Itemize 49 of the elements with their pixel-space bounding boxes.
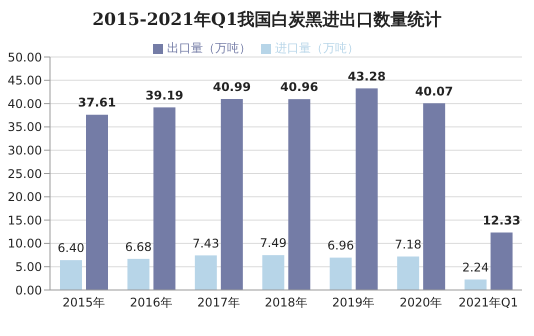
x-tick-label: 2016年 — [130, 296, 172, 310]
bar — [397, 256, 420, 290]
data-label: 6.40 — [58, 241, 84, 256]
x-tick-label: 2015年 — [62, 296, 105, 310]
bar — [356, 88, 378, 290]
x-tick-label: 2018年 — [264, 296, 308, 310]
y-tick-label: 25.00 — [8, 166, 42, 181]
bar — [262, 255, 284, 290]
bar — [288, 99, 310, 290]
data-label: 40.99 — [212, 80, 251, 94]
y-tick-label: 15.00 — [8, 213, 42, 228]
data-label: 7.49 — [260, 236, 287, 250]
bar — [60, 260, 82, 290]
legend-label: 进口量（万吨） — [275, 41, 359, 55]
x-tick-label: 2019年 — [332, 296, 375, 310]
data-label: 7.18 — [394, 238, 422, 252]
y-tick-label: 10.00 — [8, 236, 42, 251]
bar — [423, 103, 446, 290]
x-tick-label: 2020年 — [400, 296, 442, 310]
y-tick-label: 5.00 — [15, 260, 42, 274]
bar — [464, 280, 487, 290]
y-tick-label: 20.00 — [8, 190, 42, 204]
bar — [330, 258, 352, 290]
y-tick-label: 30.00 — [8, 143, 42, 158]
bar — [127, 258, 150, 290]
data-label: 43.28 — [348, 69, 386, 84]
data-label: 2.24 — [462, 260, 489, 275]
legend-label: 出口量（万吨） — [167, 41, 251, 55]
bar — [220, 98, 243, 290]
data-label: 7.43 — [192, 236, 220, 250]
y-tick-label: 45.00 — [8, 74, 42, 88]
y-tick-label: 35.00 — [8, 120, 42, 134]
data-label: 37.61 — [78, 96, 116, 110]
bar — [490, 232, 513, 290]
data-label: 40.96 — [280, 80, 318, 94]
data-label: 6.96 — [327, 238, 354, 253]
bar — [194, 255, 217, 290]
y-tick-label: 50.00 — [8, 50, 42, 64]
bar — [153, 107, 176, 290]
y-tick-label: 0.00 — [15, 283, 42, 298]
data-label: 6.68 — [125, 240, 152, 254]
data-label: 39.19 — [145, 88, 184, 102]
x-tick-label: 2017年 — [197, 296, 240, 310]
x-tick-label: 2021年Q1 — [458, 296, 518, 310]
data-label: 12.33 — [482, 214, 521, 228]
y-tick-label: 40.00 — [8, 96, 42, 111]
bar — [86, 114, 108, 290]
data-label: 40.07 — [415, 84, 454, 98]
chart-title: 2015-2021年Q1我国白炭黑进出口数量统计 — [91, 9, 443, 31]
